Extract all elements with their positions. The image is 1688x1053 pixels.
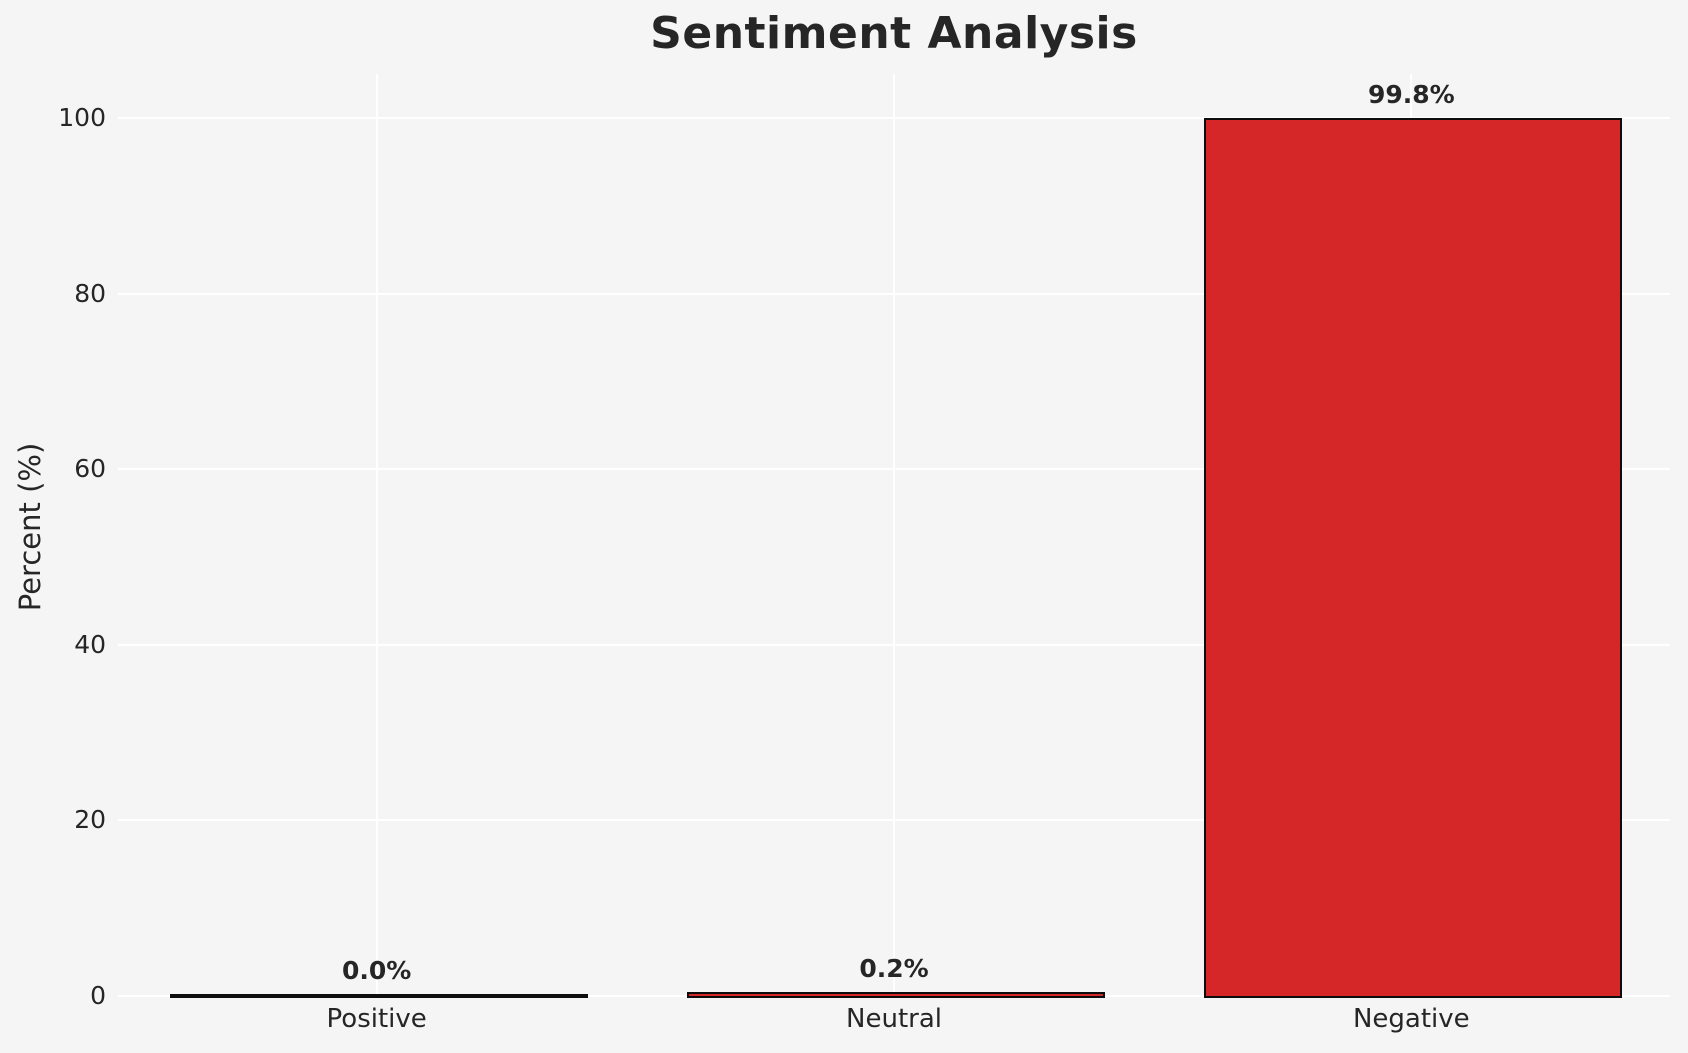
bar-positive: [169, 994, 588, 998]
chart-title: Sentiment Analysis: [650, 8, 1138, 59]
x-tick-label-negative: Negative: [1352, 1004, 1470, 1034]
plot-area: 0.0% Positive 0.2% Neutral 99.8% Negative: [118, 74, 1670, 1034]
y-tick-label: 20: [74, 805, 106, 835]
bar-value-label: 99.8%: [1367, 79, 1455, 109]
y-tick-label: 60: [74, 454, 106, 484]
y-tick-label: 40: [74, 629, 106, 659]
y-tick-label: 80: [74, 278, 106, 308]
y-tick-label: 100: [58, 102, 106, 132]
x-gridline: [375, 74, 378, 996]
x-tick-label-positive: Positive: [326, 1004, 427, 1034]
bar-value-label: 0.2%: [859, 954, 929, 984]
x-gridline: [893, 74, 895, 996]
x-tick-label-neutral: Neutral: [846, 1004, 942, 1034]
bar-neutral: [687, 992, 1105, 998]
y-tick-label: 0: [90, 981, 106, 1010]
bar-value-label: 0.0%: [341, 956, 412, 985]
bar-negative: [1204, 117, 1623, 998]
